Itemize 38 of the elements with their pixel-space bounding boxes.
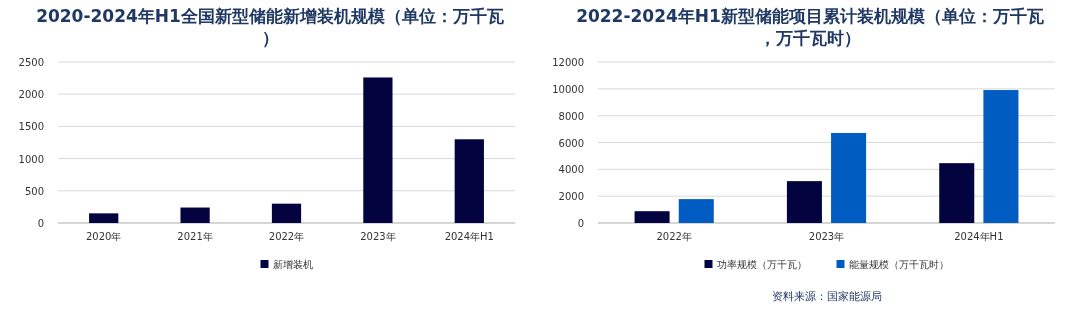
- bar: [786, 181, 822, 223]
- bar: [89, 213, 119, 223]
- bar: [831, 132, 867, 223]
- bar: [180, 207, 210, 223]
- y-tick-label: 6000: [558, 137, 584, 149]
- x-tick-label: 2024年H1: [954, 231, 1004, 242]
- legend-label: 能量规模（万千瓦时）: [848, 259, 949, 270]
- y-tick-label: 500: [24, 185, 44, 197]
- text: 资料来源：国家能源局: [771, 290, 882, 303]
- chart-title: 2020-2024年H1全国新型储能新增装机规模（单位：万千瓦）: [36, 6, 504, 48]
- bar: [363, 77, 393, 223]
- x-tick-label: 2022年: [268, 231, 305, 242]
- x-tick-label: 2021年: [177, 231, 213, 242]
- x-tick-label: 2023年: [360, 231, 396, 242]
- y-tick-label: 10000: [552, 83, 584, 95]
- x-tick-label: 2020年: [85, 231, 122, 242]
- x-tick-label: 2022年: [656, 231, 692, 242]
- y-tick-label: 1000: [18, 153, 44, 165]
- y-tick-label: 1500: [18, 121, 44, 133]
- bar: [678, 199, 714, 223]
- y-tick-label: 8000: [558, 110, 584, 122]
- x-tick-label: 2023年: [808, 231, 845, 242]
- bar: [983, 90, 1019, 223]
- y-tick-label: 2500: [18, 57, 44, 68]
- y-tick-label: 0: [37, 218, 44, 229]
- y-tick-label: 0: [577, 218, 584, 229]
- x-tick-label: 2024年H1: [444, 231, 494, 242]
- bar: [634, 211, 670, 223]
- y-tick-label: 12000: [552, 57, 584, 68]
- bar: [271, 203, 302, 223]
- legend-label: 功率规模（万千瓦）: [716, 259, 807, 270]
- y-tick-label: 2000: [18, 89, 44, 101]
- y-tick-label: 2000: [558, 191, 584, 203]
- bar: [454, 139, 484, 223]
- legend-label: 新增装机: [272, 259, 313, 270]
- y-tick-label: 4000: [558, 164, 584, 176]
- bar: [939, 163, 975, 223]
- chart-title: 2022-2024年H1新型储能项目累计装机规模（单位：万千瓦，万千瓦时）: [576, 6, 1044, 48]
